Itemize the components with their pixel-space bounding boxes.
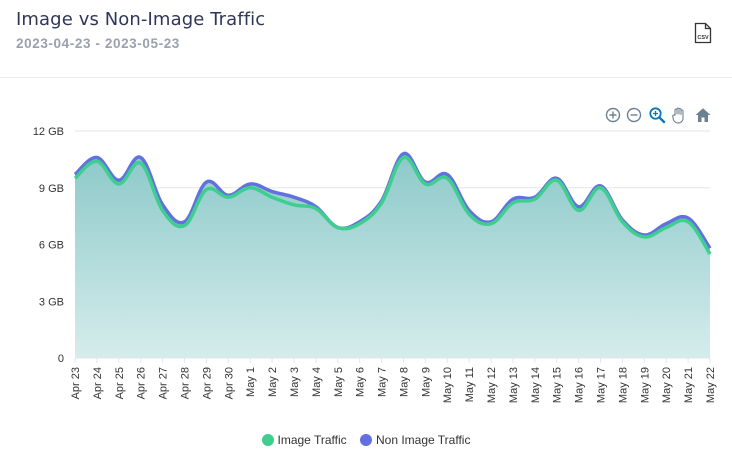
x-tick-label: May 20 (661, 367, 673, 403)
y-tick-label: 12 GB (33, 126, 64, 138)
card-header: Image vs Non-Image Traffic 2023-04-23 - … (0, 0, 732, 78)
x-axis: Apr 23 Apr 24 Apr 25 Apr 26 Apr 27 Apr 28 Apr … (70, 357, 717, 403)
x-tick-label: Apr 27 (158, 367, 170, 399)
x-tick-label: May 10 (442, 367, 454, 403)
x-tick-label: May 2 (267, 367, 279, 397)
x-tick-label: May 9 (420, 367, 432, 397)
x-tick-label: May 16 (574, 367, 586, 403)
date-range: 2023-04-23 - 2023-05-23 (16, 36, 180, 51)
y-tick-label: 3 GB (39, 296, 64, 308)
series-line-image-traffic (73, 155, 712, 255)
zoom-out-icon (626, 107, 642, 123)
x-tick-label: May 7 (377, 367, 389, 397)
page-title: Image vs Non-Image Traffic (16, 9, 266, 30)
zoom-in-icon (605, 107, 621, 123)
x-tick-label: May 1 (245, 367, 257, 397)
x-tick-label: May 14 (530, 367, 542, 403)
legend-label: Non Image Traffic (375, 433, 471, 447)
zoom-in-button[interactable] (604, 106, 622, 124)
y-tick-label: 6 GB (39, 240, 64, 252)
legend-label: Image Traffic (277, 433, 347, 447)
x-tick-label: Apr 23 (70, 367, 82, 399)
x-tick-label: Apr 28 (180, 367, 192, 399)
x-tick-label: Apr 30 (223, 367, 235, 399)
y-axis: 0 3 GB 6 GB 9 GB 12 GB (33, 126, 64, 365)
csv-file-icon: CSV (694, 22, 712, 44)
reset-zoom-button[interactable] (694, 106, 712, 124)
x-tick-label: May 15 (552, 367, 564, 403)
x-tick-label: May 13 (508, 367, 520, 403)
x-tick-label: May 8 (398, 367, 410, 397)
area-fill (75, 153, 710, 358)
zoom-select-icon (649, 107, 666, 124)
series-lines (73, 151, 712, 255)
zoom-out-button[interactable] (625, 106, 643, 124)
csv-label: CSV (697, 35, 709, 41)
x-tick-label: May 19 (639, 367, 651, 403)
x-tick-label: Apr 26 (136, 367, 148, 399)
pan-button[interactable] (670, 106, 688, 124)
x-tick-label: May 5 (333, 367, 345, 397)
y-tick-label: 9 GB (39, 183, 64, 195)
pan-hand-icon (672, 107, 684, 124)
x-tick-label: May 18 (617, 367, 629, 403)
home-reset-icon (695, 108, 711, 122)
x-tick-label: Apr 29 (201, 367, 213, 399)
x-tick-label: May 3 (289, 367, 301, 397)
x-tick-label: May 17 (596, 367, 608, 403)
x-tick-label: Apr 25 (114, 367, 126, 399)
x-tick-label: May 21 (683, 367, 695, 403)
x-tick-label: May 11 (464, 367, 476, 402)
legend-item-image-traffic[interactable]: Image Traffic (261, 433, 347, 447)
legend-marker (261, 434, 274, 446)
area-fill-region (75, 153, 710, 358)
zoom-select-button[interactable] (648, 106, 666, 124)
csv-download-button[interactable]: CSV (694, 22, 712, 44)
x-tick-label: May 4 (311, 367, 323, 397)
x-tick-label: May 6 (355, 367, 367, 397)
x-tick-label: May 12 (486, 367, 498, 403)
legend: Image Traffic Non Image Traffic (0, 433, 732, 449)
y-tick-label: 0 (58, 353, 64, 365)
x-tick-label: May 22 (705, 367, 717, 403)
legend-marker (359, 434, 372, 446)
legend-item-non-image-traffic[interactable]: Non Image Traffic (359, 433, 471, 447)
x-tick-label: Apr 24 (92, 367, 104, 399)
